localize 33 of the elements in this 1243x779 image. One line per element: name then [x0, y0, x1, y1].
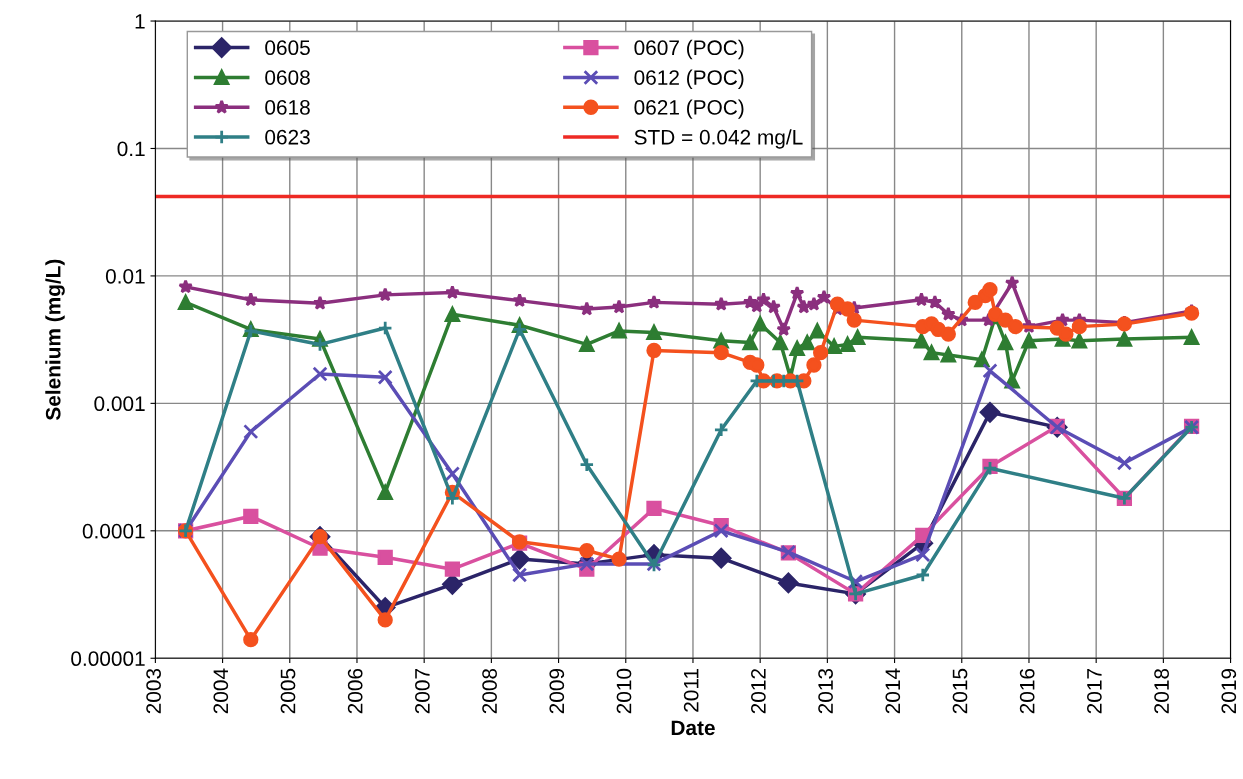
legend-label: 0612 (POC) [634, 69, 744, 90]
x-tick-label: 2017 [1087, 669, 1102, 714]
legend-label: 0618 [265, 100, 310, 115]
y-axis-title: Selenium (mg/L) [45, 259, 65, 421]
x-tick-label: 2003 [146, 668, 161, 714]
x-tick-label: 2010 [616, 668, 632, 714]
legend-label: 0607 (POC) [634, 39, 744, 60]
x-tick-label: 2004 [213, 668, 229, 714]
x-axis-title: Date [671, 720, 715, 736]
legend-label: 0621 (POC) [634, 99, 744, 119]
y-tick-label: 0.01 [105, 268, 145, 284]
y-tick-label: 1 [135, 14, 145, 29]
y-tick-label: 0.0001 [82, 523, 145, 539]
x-tick-label: 2005 [280, 668, 296, 714]
x-tick-label: 2015 [952, 668, 968, 714]
x-tick-label: 2007 [415, 669, 430, 714]
x-tick-label: 2009 [549, 668, 565, 714]
legend-label: 0608 [265, 70, 310, 85]
x-tick-label: 2011 [683, 668, 699, 712]
x-tick-label: 2016 [1019, 668, 1035, 714]
x-tick-label: 2014 [885, 668, 901, 714]
x-tick-label: 2006 [347, 668, 363, 714]
x-tick-label: 2012 [751, 669, 766, 714]
x-tick-label: 2008 [482, 668, 497, 714]
legend-label: 0605 [265, 40, 310, 56]
legend-label: 0623 [265, 129, 310, 145]
x-tick-label: 2019 [1221, 668, 1237, 714]
x-tick-label: 2013 [818, 668, 833, 714]
x-tick-label: 2018 [1154, 668, 1169, 714]
y-tick-label: 0.001 [94, 396, 145, 412]
legend-label: STD = 0.042 mg/L [634, 129, 803, 149]
y-tick-label: 0.00001 [71, 651, 145, 667]
y-tick-label: 0.1 [117, 141, 145, 157]
